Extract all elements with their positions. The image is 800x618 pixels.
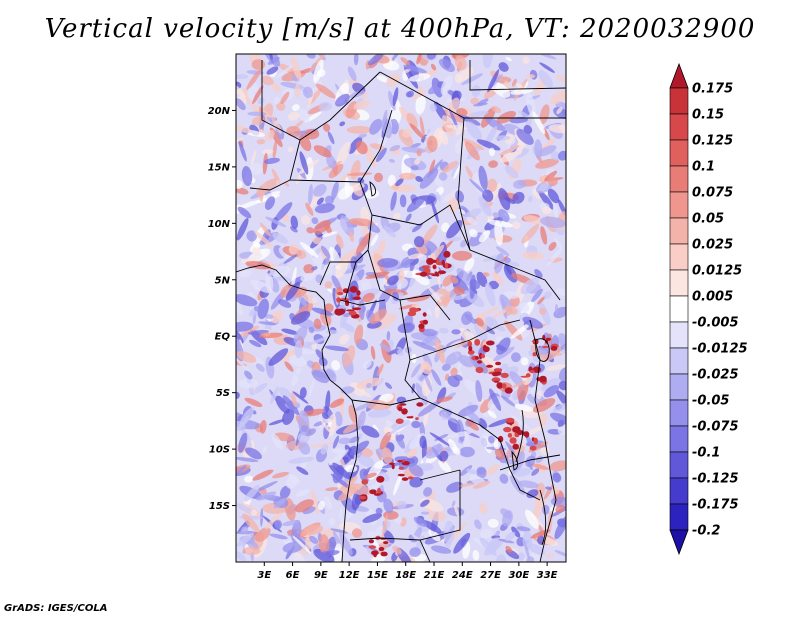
colorbar-label: 0.075	[692, 186, 733, 201]
lon-tick-label: 33E	[537, 570, 558, 581]
colorbar-swatch	[669, 165, 689, 193]
colorbar-swatch	[669, 295, 689, 323]
lon-tick-label: 18E	[395, 570, 416, 581]
lat-tick-label: EQ	[215, 332, 231, 343]
colorbar-swatch	[669, 477, 689, 505]
colorbar-label: 0.0125	[692, 264, 742, 279]
lon-tick-label: 3E	[257, 570, 271, 581]
colorbar-swatch	[669, 373, 689, 401]
colorbar-swatch	[669, 243, 689, 271]
colorbar-max-arrow	[669, 62, 689, 89]
colorbar-swatch	[669, 503, 689, 531]
colorbar-swatch	[669, 399, 689, 427]
colorbar-swatch	[669, 269, 689, 297]
colorbar-swatch	[669, 425, 689, 453]
colorbar-label: -0.05	[692, 394, 729, 409]
lon-tick-label: 24E	[452, 570, 473, 581]
coastlines-and-borders	[236, 60, 566, 562]
colorbar-label: -0.0125	[692, 342, 748, 357]
colorbar-label: 0.125	[692, 134, 733, 149]
lon-tick-label: 9E	[314, 570, 328, 581]
colorbar-label: 0.175	[692, 82, 733, 97]
colorbar-swatch	[669, 217, 689, 245]
colorbar-min-arrow	[669, 529, 689, 556]
lat-tick-label: 15N	[208, 162, 231, 173]
longitude-axis: 3E 6E 9E 12E 15E 18E 21E 24E 27E 30E 33E	[257, 562, 558, 581]
lon-tick-label: 15E	[367, 570, 388, 581]
velocity-field	[236, 54, 566, 562]
lat-tick-label: 20N	[208, 106, 231, 117]
lon-tick-label: 6E	[286, 570, 300, 581]
colorbar-label: 0.005	[692, 290, 733, 305]
colorbar-label: -0.025	[692, 368, 739, 383]
colorbar-label: 0.025	[692, 238, 733, 253]
lat-tick-label: 5S	[216, 388, 230, 399]
lat-tick-label: 15S	[209, 501, 230, 512]
colorbar-swatch	[669, 139, 689, 167]
colorbar-label: 0.1	[692, 160, 715, 175]
colorbar-label: -0.1	[692, 446, 720, 461]
colorbar: 0.175 0.15 0.125 0.1 0.075 0.05 0.025 0.0125 0.0…	[669, 62, 748, 556]
colorbar-swatch	[669, 451, 689, 479]
colorbar-label: 0.15	[692, 108, 724, 123]
colorbar-swatch	[669, 347, 689, 375]
colorbar-swatch	[669, 191, 689, 219]
colorbar-label: -0.2	[692, 524, 720, 539]
colorbar-label: -0.175	[692, 498, 739, 513]
map-frame	[235, 53, 567, 563]
latitude-axis: 20N 15N 10N 5N EQ 5S 10S 15S	[208, 106, 236, 512]
colorbar-swatch	[669, 87, 689, 115]
colorbar-swatch	[669, 321, 689, 349]
lat-tick-label: 10N	[208, 219, 231, 230]
credit-label: GrADS: IGES/COLA	[4, 603, 108, 614]
lon-tick-label: 21E	[424, 570, 445, 581]
lat-tick-label: 5N	[215, 275, 231, 286]
colorbar-swatch	[669, 113, 689, 141]
colorbar-label: -0.075	[692, 420, 739, 435]
colorbar-label: 0.05	[692, 212, 724, 227]
colorbar-label: -0.125	[692, 472, 739, 487]
lon-tick-label: 30E	[508, 570, 529, 581]
map-title: Vertical velocity [m/s] at 400hPa, VT: 2…	[44, 14, 756, 44]
lat-tick-label: 10S	[209, 445, 230, 456]
lon-tick-label: 27E	[480, 570, 501, 581]
colorbar-label: -0.005	[692, 316, 739, 331]
lon-tick-label: 12E	[339, 570, 360, 581]
